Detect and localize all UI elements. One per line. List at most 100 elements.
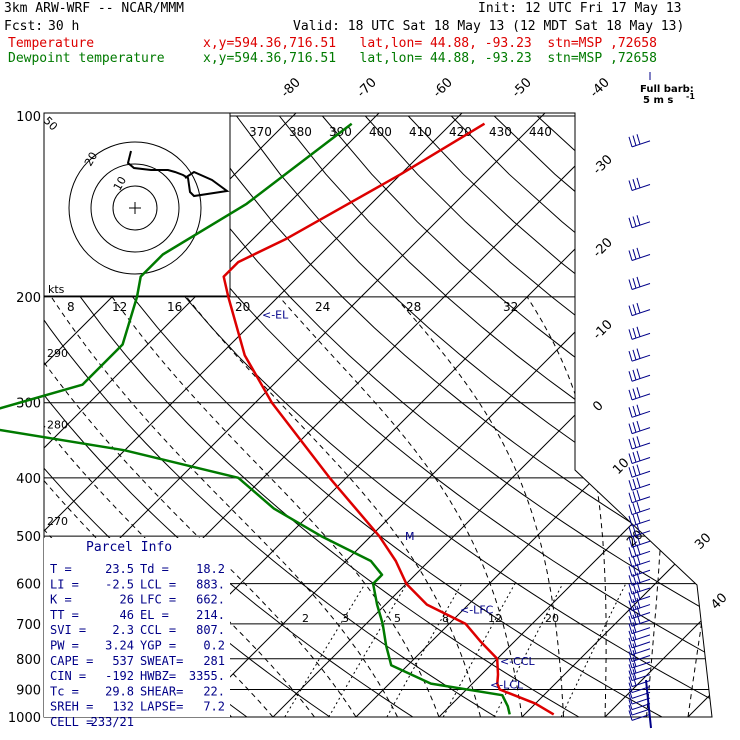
parcel-info-value: 29.8 (105, 684, 134, 698)
parcel-info-key: CCL = (140, 623, 176, 637)
parcel-info-value: 883. (196, 577, 225, 591)
parcel-info-key: CELL = (50, 715, 93, 729)
parcel-info-value: 3355. (189, 669, 225, 683)
pressure-label: 400 (16, 472, 41, 487)
hodograph-box (43, 112, 231, 297)
parcel-info-key: LCL = (140, 577, 176, 591)
hodograph-trace (126, 150, 230, 198)
parcel-info-key: SWEAT= (140, 654, 183, 668)
parcel-info-key: LI = (50, 577, 79, 591)
wind-barb (628, 662, 651, 675)
hodograph-speed-label: 16 (167, 300, 182, 314)
wind-barb (628, 563, 651, 577)
dry-adiabat (107, 115, 712, 717)
parcel-info-value: 3.24 (105, 639, 134, 653)
dry-adiabat (364, 115, 712, 717)
mixing-ratio-label: 12 (488, 612, 502, 625)
parcel-info-title: Parcel Info (86, 540, 172, 555)
wind-barb (628, 554, 651, 568)
mixing-ratio-label: 2 (302, 612, 309, 625)
isotherm-line (355, 113, 712, 717)
height-label: 290 (47, 347, 68, 360)
dry-adiabat (493, 115, 712, 717)
hodograph-speed-label: 24 (315, 300, 330, 314)
wind-barb (628, 368, 651, 382)
level-annotation: <-CCL (500, 655, 536, 668)
level-annotation: <-EL (262, 309, 289, 322)
wind-barb (628, 489, 651, 504)
parcel-info-box (44, 538, 230, 717)
wind-barb (628, 420, 651, 435)
pressure-label: 1000 (8, 711, 41, 726)
dry-adiabat (150, 115, 712, 717)
parcel-info-value: 132 (112, 700, 134, 714)
parcel-info-key: SREH = (50, 700, 93, 714)
isotherm-label: 30 (692, 531, 714, 553)
height-label: 270 (47, 515, 68, 528)
temperature-legend-label: Temperature (8, 36, 95, 51)
mixing-ratio-label: 8 (442, 612, 449, 625)
parcel-info-key: Tc = (50, 684, 79, 698)
isotherm-label: -80 (278, 75, 304, 101)
pressure-label: 700 (16, 618, 41, 633)
isotherm-label: -10 (590, 317, 616, 343)
parcel-info-key: Td = (140, 562, 169, 576)
wind-barb (628, 605, 651, 619)
wind-barb (628, 524, 651, 538)
wind-barb (628, 134, 651, 148)
wind-barb (628, 215, 651, 229)
moist-adiabat (279, 296, 523, 717)
dry-adiabat (64, 115, 712, 717)
isotherm-label: 0 (590, 398, 606, 414)
barb-legend-title: Full barb: (640, 84, 694, 95)
mixing-ratio-line (386, 583, 463, 717)
pressure-label: 100 (16, 110, 41, 125)
theta-label: 370 (249, 125, 272, 139)
wind-barb (628, 302, 651, 317)
isotherm-line (44, 113, 380, 717)
isotherm-label: -20 (590, 235, 616, 261)
dry-adiabat (44, 115, 497, 717)
parcel-info-key: SHEAR= (140, 684, 183, 698)
parcel-info-key: T = (50, 562, 72, 576)
wind-barb (628, 404, 651, 418)
parcel-info-key: TT = (50, 608, 79, 622)
hodograph-speed-label: 20 (235, 300, 250, 314)
wind-barb (628, 544, 651, 558)
level-annotation: M (405, 530, 415, 543)
pressure-label: 600 (16, 578, 41, 593)
mixing-ratio-line (442, 583, 516, 717)
parcel-info-value: -2.5 (105, 577, 134, 591)
temperature-legend-info: x,y=594.36,716.51 lat,lon= 44.88, -93.23… (203, 36, 657, 51)
moist-adiabat (687, 296, 712, 717)
hodograph-speed-label: 8 (67, 300, 75, 314)
dry-adiabat (44, 115, 580, 717)
dry-adiabat (236, 115, 712, 717)
wind-barb (628, 534, 651, 548)
isotherm-line (272, 113, 712, 717)
parcel-info-key: YGP = (140, 639, 176, 653)
dewpoint-legend-info: x,y=594.36,716.51 lat,lon= 44.88, -93.23… (203, 51, 657, 66)
parcel-info-value: 537 (112, 654, 134, 668)
model-title: 3km ARW-WRF -- NCAR/MMM (4, 1, 185, 16)
isotherm-label: -40 (587, 75, 613, 101)
dewpoint-legend-label: Dewpoint temperature (8, 51, 165, 66)
theta-label: 410 (409, 125, 432, 139)
moist-adiabat (646, 296, 664, 717)
wind-barb (628, 348, 651, 362)
forecast-label: Fcst: (4, 19, 44, 34)
wind-barb (628, 464, 651, 478)
hodograph-speed-label: 32 (503, 300, 518, 314)
parcel-info-key: LFC = (140, 593, 176, 607)
dry-adiabat (536, 115, 712, 717)
barb-legend-unit-exponent: -1 (686, 92, 695, 101)
wind-barb (628, 436, 651, 450)
valid-time: Valid: 18 UTC Sat 18 May 13 (12 MDT Sat … (293, 19, 685, 34)
wind-barb (628, 589, 651, 603)
theta-label: 380 (289, 125, 312, 139)
theta-label: 440 (529, 125, 552, 139)
forecast-hours: 30 h (48, 19, 80, 34)
parcel-info-value: 214. (196, 608, 225, 622)
parcel-info-value: 2.3 (112, 623, 134, 637)
